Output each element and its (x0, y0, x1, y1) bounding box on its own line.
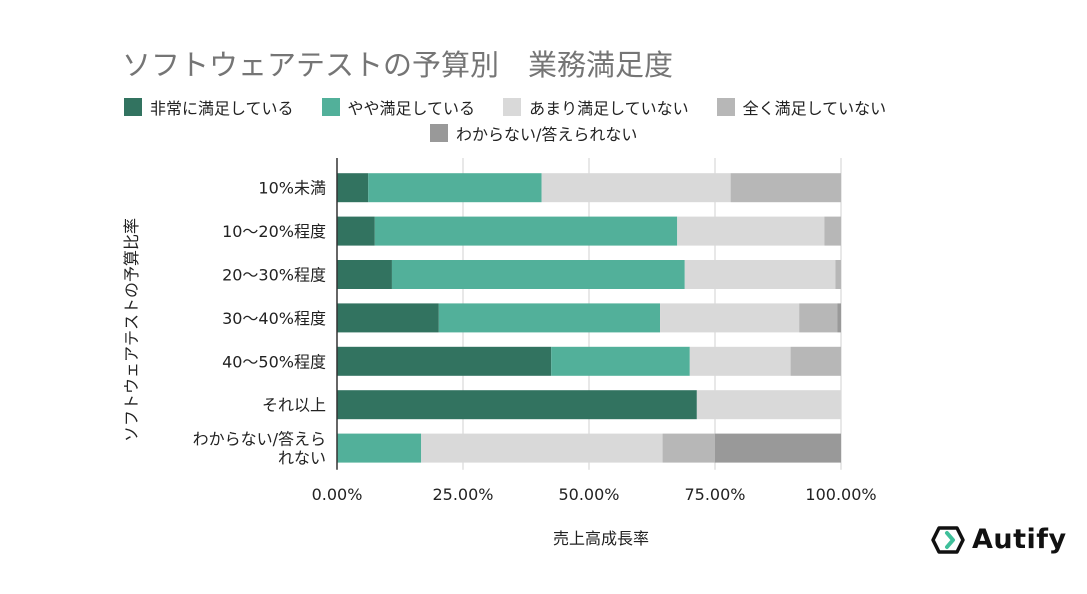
bar-segment (541, 173, 731, 203)
bar-segment (551, 346, 690, 376)
y-category-label: 10〜20%程度 (222, 222, 326, 241)
brand-name: Autify (972, 524, 1067, 555)
bar-segment (730, 173, 841, 203)
legend-label: やや満足している (347, 99, 476, 118)
legend-label: 非常に満足している (150, 99, 294, 118)
bar-segment (374, 216, 678, 246)
legend-label: 全く満足していない (742, 99, 887, 118)
bar-segment (715, 433, 841, 463)
autify-mark-icon (931, 525, 965, 554)
bar-segment (790, 346, 841, 376)
bar-segment (337, 346, 552, 376)
bar-segment (684, 260, 836, 289)
bar-segment (421, 433, 663, 463)
chart-legend-row-2: わからない/答えられない (430, 121, 665, 145)
y-category-label: れない (278, 449, 326, 468)
legend-swatch (124, 98, 142, 116)
legend-item-unknown: わからない/答えられない (430, 121, 637, 145)
y-category-label: わからない/答えら (193, 430, 326, 449)
legend-swatch (503, 98, 522, 116)
bar-segment (337, 433, 422, 463)
y-category-label: 10%未満 (258, 179, 326, 198)
legend-item-somewhat-satisfied: やや満足している (321, 95, 476, 119)
y-axis-label: ソフトウェアテストの予算比率 (122, 218, 141, 442)
legend-label: わからない/答えられない (456, 125, 638, 144)
bar-segment (696, 390, 841, 420)
bar-segment (689, 346, 791, 376)
bar-segment (337, 390, 697, 420)
bar-segment (337, 303, 439, 333)
chart-title: ソフトウェアテストの予算別 業務満足度 (122, 48, 674, 82)
x-tick-label: 25.00% (432, 485, 493, 504)
x-tick-label: 0.00% (312, 485, 363, 504)
bar-segment (662, 433, 715, 463)
legend-swatch (716, 98, 735, 116)
y-category-label: 40〜50%程度 (222, 352, 326, 371)
bar-segment (368, 173, 542, 203)
bar-segment (337, 216, 375, 246)
y-category-label: 20〜30%程度 (222, 266, 326, 285)
bar-segment (337, 260, 392, 289)
bar-segment (835, 260, 841, 289)
legend-swatch (321, 98, 340, 116)
x-axis-label: 売上高成長率 (553, 529, 649, 548)
bar-segment (438, 303, 661, 333)
bar-segment (660, 303, 800, 333)
legend-item-very-satisfied: 非常に満足している (124, 95, 294, 119)
y-category-label: 30〜40%程度 (222, 309, 326, 328)
x-tick-label: 100.00% (805, 485, 876, 504)
bar-segment (837, 303, 841, 333)
x-tick-label: 50.00% (558, 485, 619, 504)
autify-logo: Autify (930, 524, 1067, 555)
bar-segment (677, 216, 825, 246)
legend-item-not-satisfied-at-all: 全く満足していない (716, 95, 887, 119)
legend-swatch (430, 124, 448, 142)
y-category-label: それ以上 (262, 396, 326, 415)
bar-segment (337, 173, 369, 203)
chart-legend: 非常に満足している やや満足している あまり満足していない 全く満足していない (124, 95, 914, 119)
bar-segment (391, 260, 685, 289)
bar-segment (824, 216, 841, 246)
legend-label: あまり満足していない (529, 99, 689, 118)
bar-segment (799, 303, 838, 333)
legend-item-not-very-satisfied: あまり満足していない (503, 95, 689, 119)
x-tick-label: 75.00% (684, 485, 745, 504)
